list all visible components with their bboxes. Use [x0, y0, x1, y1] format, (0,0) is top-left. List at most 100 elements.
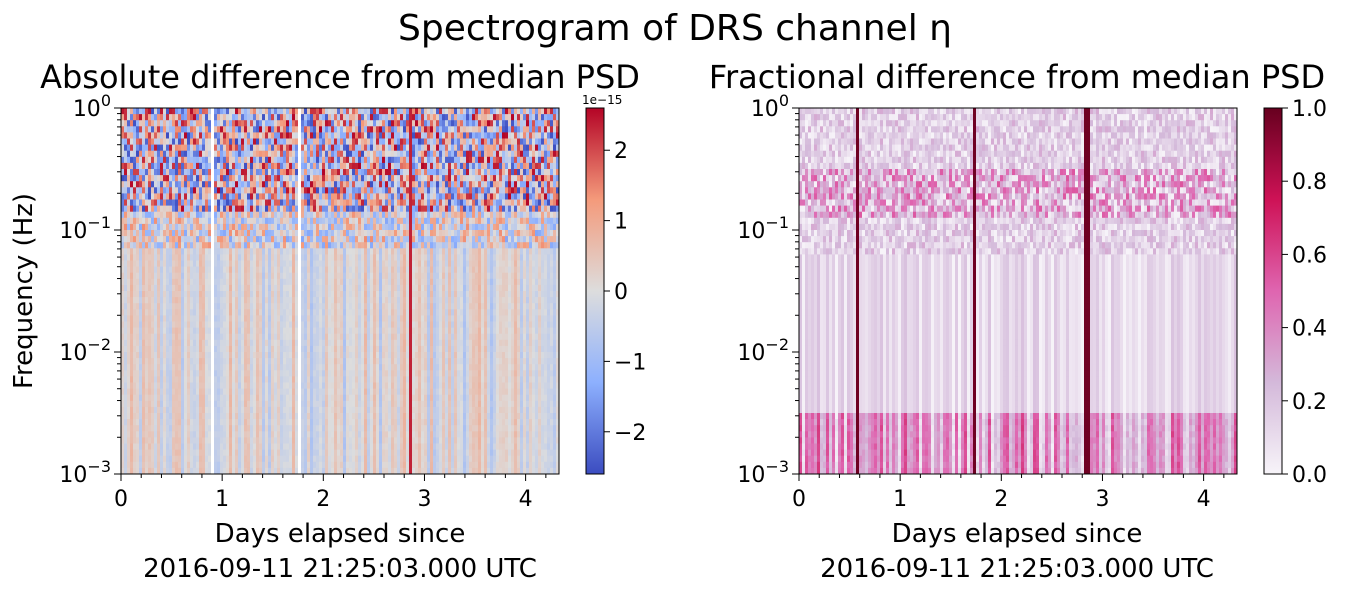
heatmap-cell: [124, 120, 128, 127]
heatmap-cell: [277, 114, 281, 121]
heatmap-cell: [163, 162, 167, 170]
heatmap-cell: [229, 413, 233, 420]
heatmap-cell: [301, 443, 305, 450]
heatmap-cell: [175, 223, 179, 231]
heatmap-cell: [142, 449, 146, 457]
heatmap-cell: [319, 169, 323, 176]
heatmap-cell: [145, 175, 149, 182]
heatmap-cell: [247, 284, 251, 292]
heatmap-cell: [343, 150, 347, 158]
heatmap-cell: [352, 382, 356, 389]
heatmap-cell: [301, 352, 305, 359]
heatmap-cell: [235, 156, 239, 164]
heatmap-cell: [211, 388, 215, 396]
heatmap-cell: [322, 162, 326, 170]
heatmap-cell: [361, 272, 365, 280]
heatmap-cell: [148, 272, 152, 280]
heatmap-cell: [202, 339, 206, 347]
heatmap-cell: [283, 144, 287, 152]
heatmap-cell: [199, 327, 203, 335]
heatmap-cell: [232, 443, 236, 450]
heatmap-cell: [229, 217, 233, 225]
heatmap-cell: [220, 400, 224, 408]
heatmap-cell: [160, 144, 164, 152]
heatmap-cell: [265, 169, 269, 176]
heatmap-cell: [340, 217, 344, 225]
heatmap-cell: [355, 223, 359, 231]
heatmap-cell: [352, 309, 356, 316]
heatmap-cell: [340, 303, 344, 310]
heatmap-cell: [283, 321, 287, 328]
heatmap-cell: [343, 175, 347, 182]
heatmap-cell: [133, 376, 137, 383]
heatmap-cell: [181, 419, 185, 426]
heatmap-cell: [175, 388, 179, 396]
heatmap-cell: [235, 425, 239, 432]
heatmap-cell: [337, 278, 341, 286]
heatmap-cell: [367, 278, 371, 286]
heatmap-cell: [256, 260, 260, 267]
heatmap-cell: [199, 376, 203, 383]
heatmap-cell: [163, 461, 167, 469]
heatmap-cell: [208, 211, 212, 219]
heatmap-cell: [124, 278, 128, 286]
heatmap-cell: [352, 431, 356, 438]
heatmap-cell: [286, 394, 290, 402]
heatmap-cell: [262, 291, 266, 298]
heatmap-cell: [352, 205, 356, 213]
heatmap-cell: [247, 437, 251, 444]
heatmap-cell: [280, 156, 284, 164]
heatmap-cell: [169, 345, 173, 353]
heatmap-cell: [193, 150, 197, 158]
heatmap-cell: [259, 284, 263, 292]
heatmap-cell: [259, 333, 263, 341]
heatmap-cell: [244, 321, 248, 328]
heatmap-cell: [172, 358, 176, 365]
heatmap-cell: [145, 455, 149, 463]
heatmap-cell: [355, 114, 359, 121]
heatmap-cell: [244, 297, 248, 304]
heatmap-cell: [229, 352, 233, 359]
heatmap-cell: [196, 364, 200, 371]
heatmap-cell: [142, 193, 146, 200]
heatmap-cell: [247, 376, 251, 383]
heatmap-cell: [352, 413, 356, 420]
heatmap-cell: [301, 461, 305, 469]
heatmap-cell: [298, 449, 302, 457]
heatmap-cell: [301, 297, 305, 304]
heatmap-cell: [205, 108, 209, 115]
heatmap-cell: [160, 382, 164, 389]
heatmap-cell: [253, 352, 257, 359]
heatmap-cell: [319, 108, 323, 115]
heatmap-cell: [364, 382, 368, 389]
heatmap-cell: [220, 419, 224, 426]
heatmap-cell: [328, 162, 332, 170]
heatmap-cell: [148, 156, 152, 164]
heatmap-cell: [151, 345, 155, 353]
heatmap-cell: [307, 455, 311, 463]
heatmap-cell: [286, 291, 290, 298]
heatmap-cell: [190, 303, 194, 310]
heatmap-cell: [235, 449, 239, 457]
heatmap-cell: [211, 358, 215, 365]
heatmap-cell: [286, 339, 290, 347]
heatmap-cell: [217, 211, 221, 219]
heatmap-cell: [298, 303, 302, 310]
heatmap-cell: [283, 260, 287, 267]
heatmap-cell: [361, 400, 365, 408]
heatmap-cell: [133, 370, 137, 377]
heatmap-cell: [187, 455, 191, 463]
heatmap-cell: [151, 400, 155, 408]
heatmap-cell: [214, 370, 218, 377]
heatmap-cell: [328, 345, 332, 353]
heatmap-cell: [331, 138, 335, 145]
heatmap-cell: [226, 339, 230, 347]
heatmap-cell: [190, 345, 194, 353]
heatmap-cell: [271, 205, 275, 213]
heatmap-cell: [289, 419, 293, 426]
heatmap-cell: [184, 156, 188, 164]
heatmap-cell: [316, 400, 320, 408]
heatmap-cell: [151, 120, 155, 127]
heatmap-cell: [232, 223, 236, 231]
heatmap-cell: [148, 260, 152, 267]
